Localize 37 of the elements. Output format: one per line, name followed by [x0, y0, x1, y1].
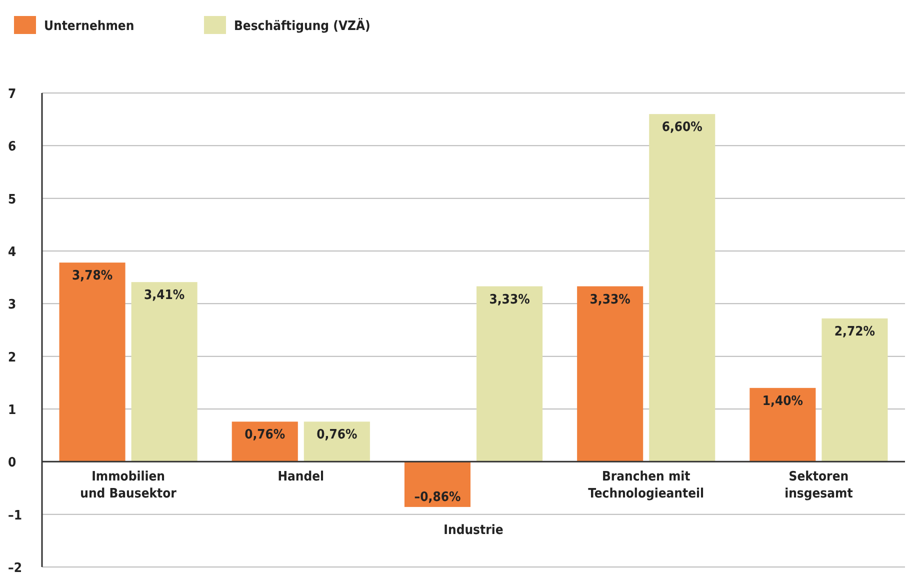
data-label: 6,60%: [662, 120, 703, 136]
data-label: 3,41%: [144, 288, 185, 304]
y-tick-label: 7: [8, 87, 16, 102]
bar: [822, 318, 888, 462]
data-label: 3,33%: [489, 292, 530, 308]
y-tick-label: 5: [8, 192, 16, 208]
y-tick-label: 2: [8, 350, 16, 366]
bar: [232, 422, 298, 462]
data-label: 2,72%: [834, 324, 876, 340]
y-tick-label: 3: [8, 298, 16, 313]
bar: [577, 286, 644, 462]
y-tick-label: 4: [8, 245, 16, 260]
data-label: 3,78%: [72, 268, 113, 284]
x-tick-label: Branchen mit Technologieanteil: [588, 470, 704, 502]
legend-label: Unternehmen: [44, 19, 134, 34]
bar: [404, 462, 470, 507]
y-tick-label: 0: [8, 456, 16, 471]
x-tick-label: Immobilien und Bausektor: [80, 470, 177, 502]
data-label: 3,33%: [590, 292, 631, 308]
bar: [131, 282, 198, 462]
x-tick-label: Handel: [278, 470, 324, 485]
y-tick-label: 6: [8, 140, 16, 155]
legend-label: Beschäftigung (VZÄ): [234, 17, 370, 34]
y-tick-label: 1: [8, 403, 16, 418]
data-label: 1,40%: [762, 394, 804, 409]
data-label: –0,86%: [414, 490, 461, 505]
y-tick-label: –2: [8, 561, 22, 576]
data-label: 0,76%: [316, 428, 358, 443]
data-label: 0,76%: [244, 428, 286, 443]
bar: [476, 286, 543, 462]
bar: [59, 262, 126, 462]
bar: [304, 422, 370, 462]
y-tick-label: –1: [8, 508, 22, 524]
bar: [750, 388, 816, 462]
x-tick-label: Industrie: [444, 522, 504, 538]
bar: [649, 114, 716, 462]
x-tick-label: Sektoren insgesamt: [784, 470, 854, 502]
